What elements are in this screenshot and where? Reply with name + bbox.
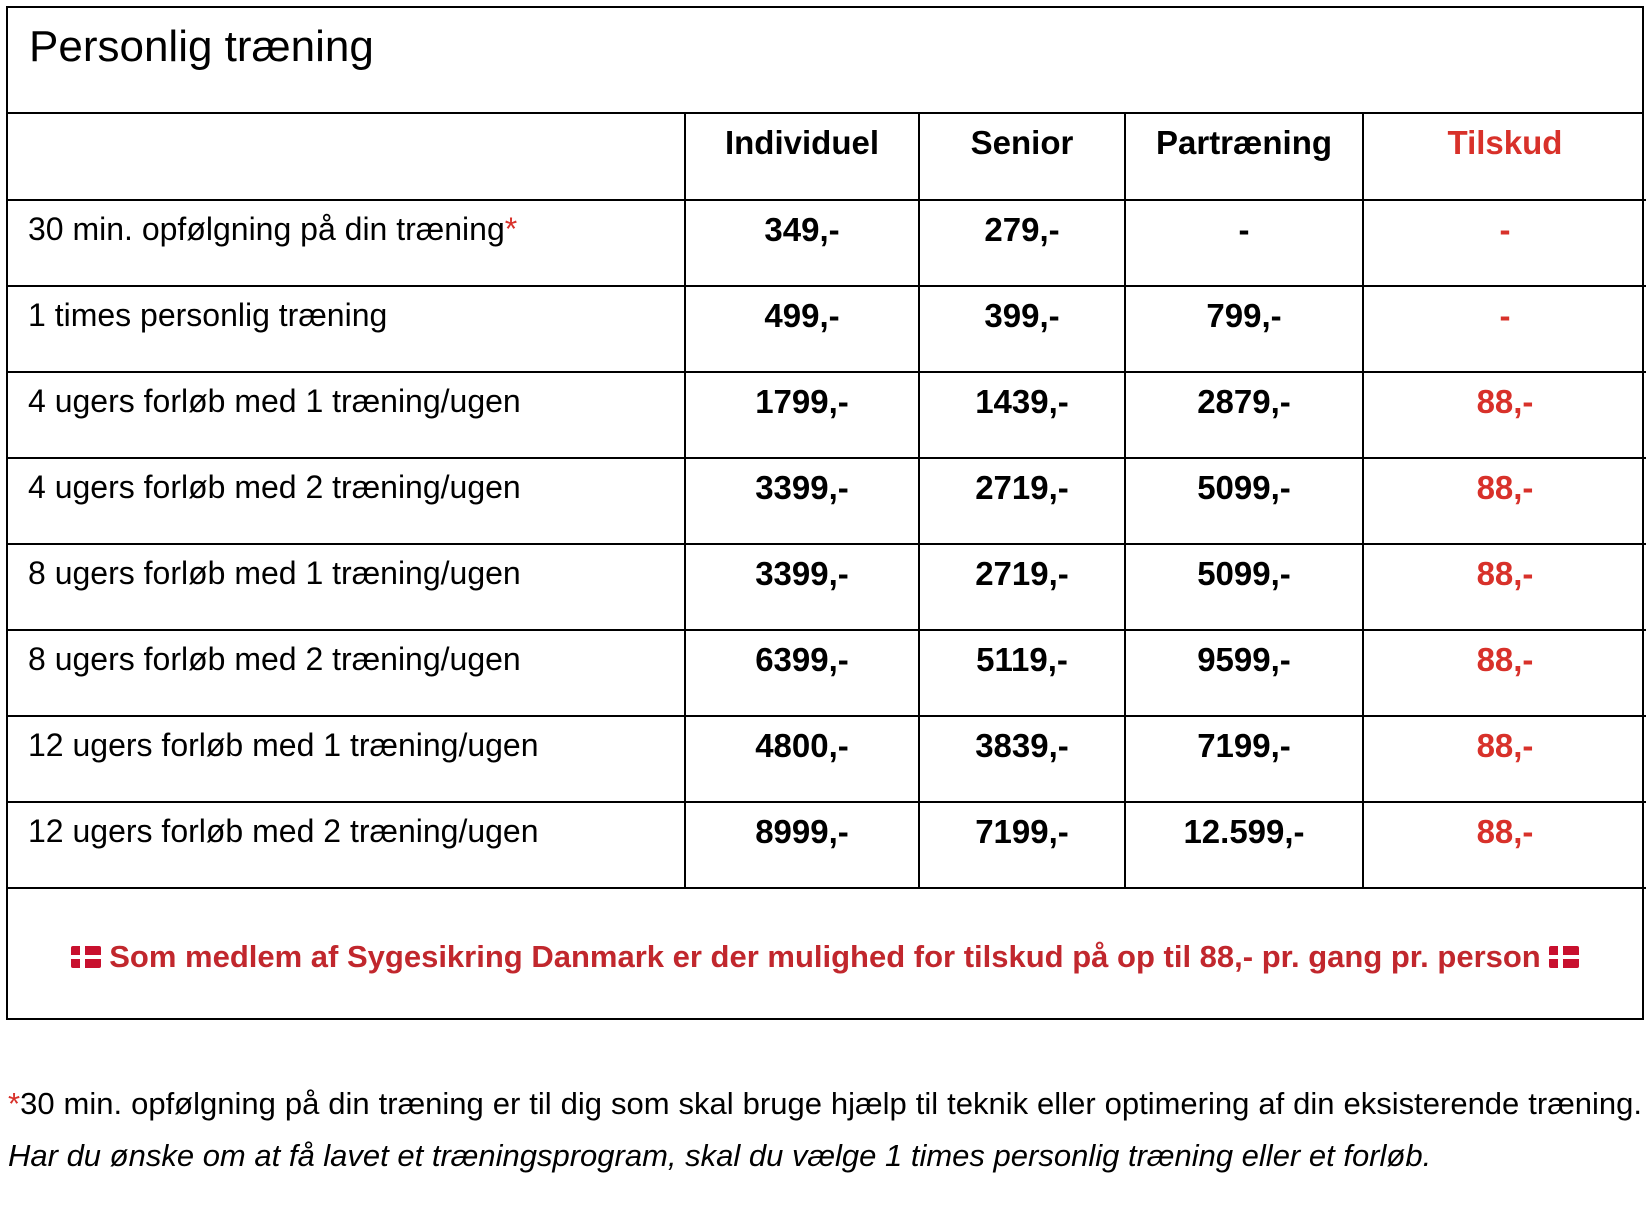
header-partraening: Partræning (1124, 114, 1364, 201)
price-tilskud: 88,- (1362, 715, 1646, 803)
asterisk-marker: * (504, 211, 518, 247)
price-tilskud: - (1362, 285, 1646, 373)
footnote-asterisk: * (8, 1086, 21, 1121)
price-individuel: 1799,- (684, 371, 920, 459)
price-partraening: 9599,- (1124, 629, 1364, 717)
price-individuel: 4800,- (684, 715, 920, 803)
footnote: *30 min. opfølgning på din træning er ti… (8, 1078, 1642, 1182)
price-senior: 3839,- (918, 715, 1126, 803)
table-row: 30 min. opfølgning på din træning* 349,-… (8, 199, 1646, 287)
table-row: 12 ugers forløb med 1 træning/ugen 4800,… (8, 715, 1646, 803)
row-label: 4 ugers forløb med 1 træning/ugen (8, 371, 686, 459)
subsidy-note: Som medlem af Sygesikring Danmark er der… (8, 889, 1642, 1025)
price-table: Individuel Senior Partræning Tilskud 30 … (8, 114, 1646, 889)
row-label: 8 ugers forløb med 2 træning/ugen (8, 629, 686, 717)
price-tilskud: 88,- (1362, 801, 1646, 889)
price-partraening: 5099,- (1124, 457, 1364, 545)
price-senior: 5119,- (918, 629, 1126, 717)
price-partraening: 7199,- (1124, 715, 1364, 803)
price-partraening: 5099,- (1124, 543, 1364, 631)
price-individuel: 499,- (684, 285, 920, 373)
header-empty-cell (8, 114, 686, 201)
price-senior: 399,- (918, 285, 1126, 373)
price-individuel: 3399,- (684, 543, 920, 631)
price-individuel: 6399,- (684, 629, 920, 717)
row-label: 30 min. opfølgning på din træning* (8, 199, 686, 287)
price-tilskud: 88,- (1362, 371, 1646, 459)
table-row: 1 times personlig træning 499,- 399,- 79… (8, 285, 1646, 373)
subsidy-note-text: Som medlem af Sygesikring Danmark er der… (109, 939, 1541, 974)
price-tilskud: 88,- (1362, 629, 1646, 717)
footnote-text: 30 min. opfølgning på din træning er til… (20, 1086, 1642, 1121)
table-row: 8 ugers forløb med 2 træning/ugen 6399,-… (8, 629, 1646, 717)
price-senior: 279,- (918, 199, 1126, 287)
footnote-italic-text: Har du ønske om at få lavet et træningsp… (8, 1138, 1432, 1173)
row-label: 1 times personlig træning (8, 285, 686, 373)
table-row: 8 ugers forløb med 1 træning/ugen 3399,-… (8, 543, 1646, 631)
price-tilskud: 88,- (1362, 543, 1646, 631)
price-partraening: 799,- (1124, 285, 1364, 373)
table-row: 12 ugers forløb med 2 træning/ugen 8999,… (8, 801, 1646, 889)
price-partraening: 2879,- (1124, 371, 1364, 459)
row-label: 8 ugers forløb med 1 træning/ugen (8, 543, 686, 631)
row-label: 4 ugers forløb med 2 træning/ugen (8, 457, 686, 545)
price-individuel: 3399,- (684, 457, 920, 545)
header-tilskud: Tilskud (1362, 114, 1646, 201)
danish-flag-icon (71, 946, 102, 968)
price-senior: 7199,- (918, 801, 1126, 889)
header-senior: Senior (918, 114, 1126, 201)
page-title: Personlig træning (8, 8, 1642, 114)
price-individuel: 349,- (684, 199, 920, 287)
price-tilskud: - (1362, 199, 1646, 287)
price-partraening: - (1124, 199, 1364, 287)
header-individuel: Individuel (684, 114, 920, 201)
price-senior: 2719,- (918, 543, 1126, 631)
table-row: 4 ugers forløb med 2 træning/ugen 3399,-… (8, 457, 1646, 545)
table-header-row: Individuel Senior Partræning Tilskud (8, 114, 1646, 201)
price-senior: 1439,- (918, 371, 1126, 459)
row-label: 12 ugers forløb med 1 træning/ugen (8, 715, 686, 803)
table-row: 4 ugers forløb med 1 træning/ugen 1799,-… (8, 371, 1646, 459)
price-individuel: 8999,- (684, 801, 920, 889)
price-senior: 2719,- (918, 457, 1126, 545)
danish-flag-icon (1548, 946, 1579, 968)
price-partraening: 12.599,- (1124, 801, 1364, 889)
row-label: 12 ugers forløb med 2 træning/ugen (8, 801, 686, 889)
price-table-box: Personlig træning Individuel Senior Part… (6, 6, 1646, 1020)
price-tilskud: 88,- (1362, 457, 1646, 545)
